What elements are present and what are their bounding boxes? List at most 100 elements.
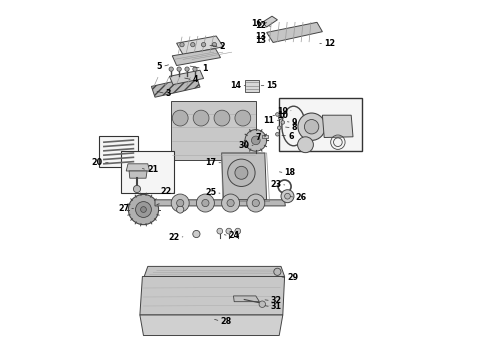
Circle shape	[221, 194, 240, 212]
Circle shape	[226, 228, 232, 234]
Text: 12: 12	[255, 21, 267, 30]
Polygon shape	[126, 164, 149, 171]
Circle shape	[217, 228, 222, 234]
Text: 17: 17	[205, 158, 216, 167]
Circle shape	[196, 194, 215, 212]
Text: 2: 2	[220, 42, 225, 51]
Text: 32: 32	[271, 296, 282, 305]
Text: 26: 26	[295, 193, 307, 202]
Circle shape	[177, 67, 181, 71]
Text: 22: 22	[168, 233, 179, 242]
Text: 10: 10	[277, 112, 289, 120]
Circle shape	[281, 121, 285, 124]
Circle shape	[278, 116, 282, 120]
Circle shape	[247, 194, 265, 212]
Text: 15: 15	[267, 81, 278, 90]
Text: 27: 27	[118, 204, 129, 213]
Polygon shape	[151, 76, 200, 97]
Bar	[99, 136, 138, 167]
Text: 16: 16	[251, 19, 262, 28]
Circle shape	[185, 67, 189, 71]
Polygon shape	[172, 49, 220, 66]
Text: 29: 29	[288, 274, 298, 282]
Text: 19: 19	[277, 107, 288, 116]
Circle shape	[202, 199, 209, 207]
Text: 1: 1	[202, 64, 207, 73]
Circle shape	[252, 199, 259, 207]
Text: 8: 8	[292, 123, 297, 132]
Polygon shape	[155, 200, 285, 206]
Polygon shape	[140, 315, 283, 336]
Text: 13: 13	[255, 36, 266, 45]
Polygon shape	[233, 296, 259, 302]
Circle shape	[193, 230, 200, 238]
Circle shape	[228, 159, 255, 186]
Polygon shape	[221, 153, 267, 200]
Circle shape	[176, 206, 184, 213]
Circle shape	[275, 132, 279, 136]
Polygon shape	[245, 80, 259, 92]
Circle shape	[245, 130, 267, 151]
Text: 6: 6	[288, 132, 294, 141]
Circle shape	[281, 190, 294, 203]
Text: 14: 14	[230, 81, 242, 90]
Text: 13: 13	[255, 32, 266, 41]
Circle shape	[214, 110, 230, 126]
Text: 12: 12	[324, 39, 335, 48]
Polygon shape	[144, 266, 285, 276]
Circle shape	[259, 301, 266, 307]
Circle shape	[274, 268, 281, 275]
Polygon shape	[262, 135, 269, 138]
Text: 11: 11	[264, 116, 274, 125]
Text: 25: 25	[205, 188, 216, 197]
Text: 20: 20	[92, 158, 103, 167]
Circle shape	[235, 110, 251, 126]
Text: 3: 3	[166, 89, 171, 98]
Circle shape	[285, 193, 291, 199]
Circle shape	[227, 199, 234, 207]
Circle shape	[176, 199, 184, 207]
Text: 22: 22	[160, 187, 171, 196]
Text: 18: 18	[285, 168, 296, 177]
Text: 23: 23	[270, 180, 281, 189]
Circle shape	[191, 42, 195, 47]
Polygon shape	[262, 16, 277, 27]
Circle shape	[133, 185, 141, 193]
Text: 4: 4	[193, 76, 198, 85]
Text: 21: 21	[147, 166, 158, 175]
Text: 5: 5	[157, 62, 162, 71]
Text: 7: 7	[256, 133, 261, 142]
Text: 30: 30	[238, 141, 249, 150]
Polygon shape	[176, 36, 223, 55]
Circle shape	[212, 42, 217, 47]
Text: 9: 9	[292, 118, 297, 127]
Polygon shape	[129, 171, 147, 178]
Bar	[121, 151, 174, 193]
Circle shape	[136, 202, 151, 217]
Circle shape	[171, 194, 189, 212]
Bar	[279, 98, 362, 151]
Circle shape	[128, 194, 159, 225]
Text: 28: 28	[220, 317, 232, 325]
Polygon shape	[267, 22, 322, 42]
Polygon shape	[140, 276, 285, 315]
Circle shape	[275, 113, 279, 116]
Circle shape	[201, 42, 206, 47]
Text: 31: 31	[271, 302, 282, 311]
Polygon shape	[322, 115, 353, 138]
Circle shape	[277, 126, 281, 130]
Circle shape	[235, 166, 248, 179]
Circle shape	[193, 67, 197, 71]
Circle shape	[180, 42, 184, 47]
Circle shape	[297, 137, 314, 153]
Polygon shape	[171, 101, 256, 160]
Circle shape	[235, 228, 241, 234]
Polygon shape	[170, 70, 204, 85]
Circle shape	[298, 113, 325, 140]
Text: 24: 24	[229, 231, 240, 240]
Circle shape	[169, 67, 173, 71]
Circle shape	[251, 136, 260, 145]
Circle shape	[304, 120, 319, 134]
Circle shape	[141, 207, 147, 212]
Circle shape	[172, 110, 188, 126]
